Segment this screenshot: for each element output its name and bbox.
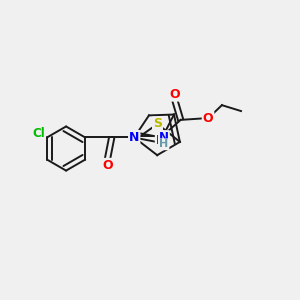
Text: H: H [159,139,169,149]
Text: O: O [102,159,112,172]
Text: O: O [169,88,180,100]
Text: O: O [203,112,213,125]
Text: S: S [153,118,162,130]
Text: N: N [159,131,169,144]
Text: N: N [129,131,140,144]
Text: N: N [156,134,166,147]
Text: Cl: Cl [32,128,45,140]
